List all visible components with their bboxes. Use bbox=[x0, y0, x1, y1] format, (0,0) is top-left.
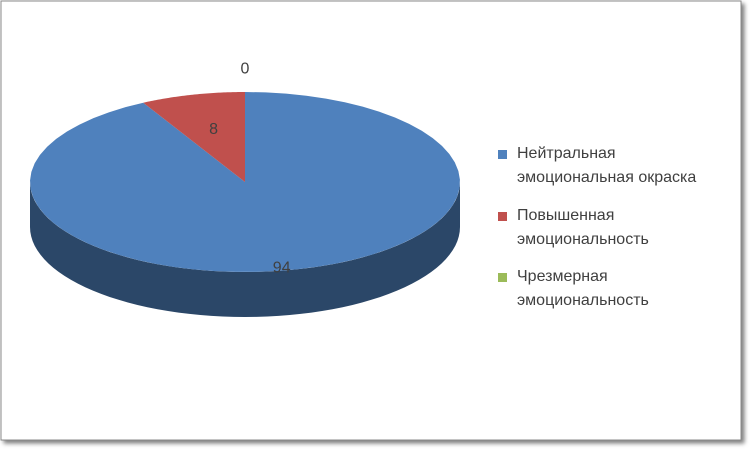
legend-entry: Нейтральная эмоциональная окраска bbox=[498, 142, 727, 190]
pie-slice bbox=[30, 92, 460, 272]
data-label: 94 bbox=[273, 259, 291, 276]
pie-slice bbox=[143, 92, 245, 182]
data-label: 0 bbox=[241, 61, 250, 78]
legend-label: Повышенная эмоциональность bbox=[517, 207, 649, 248]
legend-entry: Чрезмерная эмоциональность bbox=[498, 265, 727, 313]
legend-label: Нейтральная эмоциональная окраска bbox=[517, 145, 697, 186]
legend-entry: Повышенная эмоциональность bbox=[498, 204, 727, 252]
legend-label: Чрезмерная эмоциональность bbox=[517, 268, 649, 309]
data-label: 8 bbox=[209, 121, 218, 138]
pie-side bbox=[30, 182, 460, 317]
legend-swatch bbox=[498, 150, 507, 159]
legend-swatch bbox=[498, 212, 507, 221]
legend-swatch bbox=[498, 273, 507, 282]
